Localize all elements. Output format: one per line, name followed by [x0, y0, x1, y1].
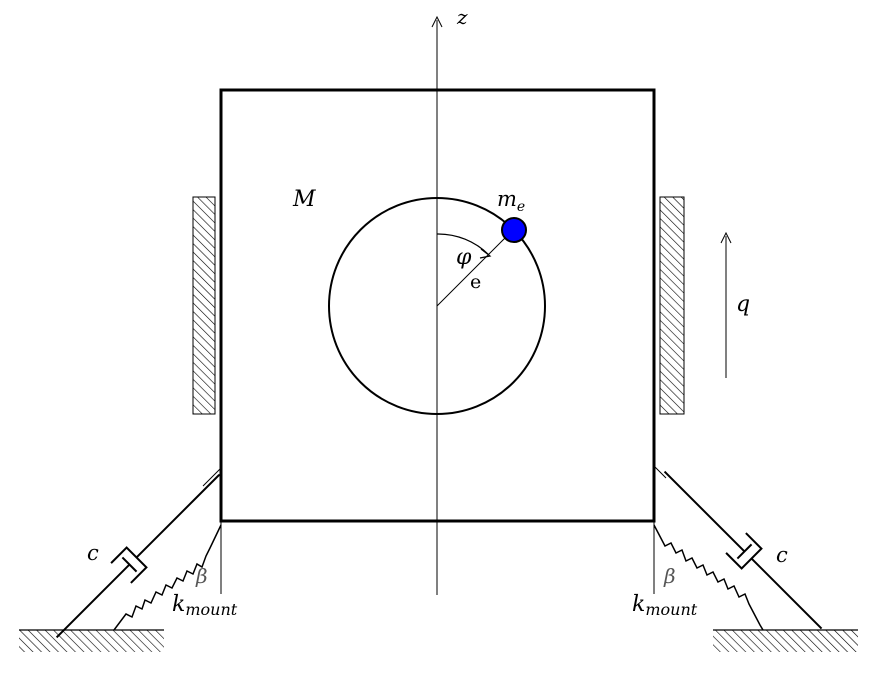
left-spring: [113, 524, 222, 631]
left-damper: [55, 472, 222, 639]
right-stiffness-symbol: k: [632, 592, 645, 617]
right-guide-wall: [659, 196, 685, 415]
left-stiffness-label: kmount: [172, 592, 238, 619]
z-axis-label: z: [456, 5, 468, 29]
eccentric-mass-subscript: e: [517, 199, 525, 215]
right-angle-label: β: [663, 564, 676, 588]
right-stiffness-subscript: mount: [645, 600, 697, 619]
right-spring: [653, 524, 764, 631]
right-ground: [713, 630, 858, 652]
eccentric-mass-ball: [501, 217, 527, 243]
left-ground: [19, 630, 164, 652]
eccentricity-line: [436, 229, 514, 307]
eccentric-mass-label: me: [497, 187, 525, 215]
displacement-arrow: [720, 231, 732, 378]
housing-mass-label: M: [292, 187, 316, 212]
eccentric-mass-symbol: m: [497, 187, 517, 211]
phi-angle-arc: [436, 233, 492, 259]
displacement-label: q: [736, 292, 750, 317]
left-stiffness-symbol: k: [172, 592, 185, 617]
housing-box: [219, 88, 656, 523]
rotor-circle: [328, 197, 546, 415]
z-axis: z: [431, 5, 468, 595]
left-angle-label: β: [195, 564, 208, 588]
right-stiffness-label: kmount: [632, 592, 698, 619]
eccentricity-label: e: [470, 271, 481, 293]
phi-label: φ: [456, 245, 472, 270]
right-damper: [663, 470, 823, 630]
left-guide-wall: [192, 196, 216, 415]
left-stiffness-subscript: mount: [185, 600, 237, 619]
right-damper-label: c: [776, 543, 788, 567]
left-damper-label: c: [87, 541, 99, 565]
